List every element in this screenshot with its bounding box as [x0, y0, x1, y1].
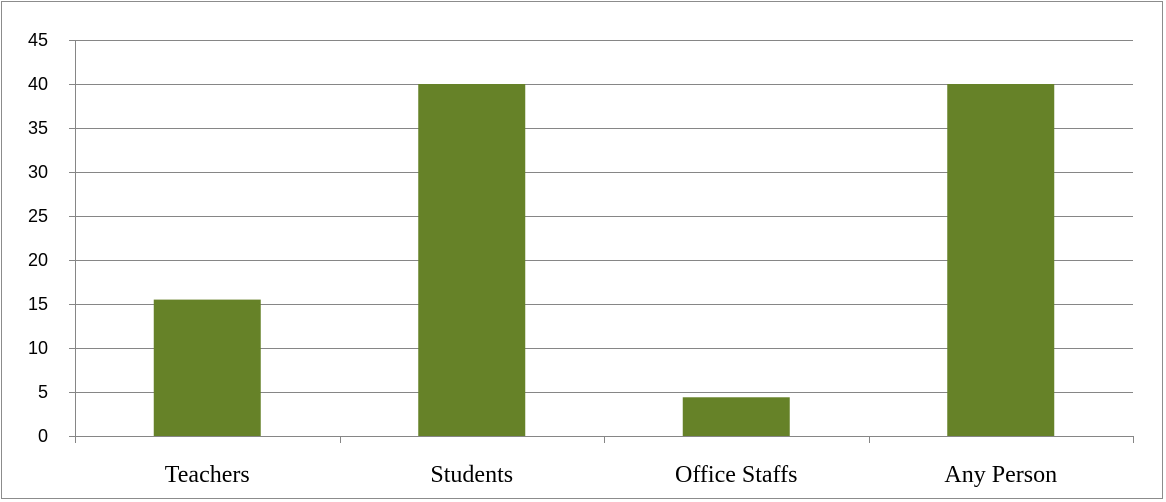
y-tick-label-25: 25: [28, 206, 48, 226]
x-axis-tick-labels: Teachers Students Office Staffs Any Person: [165, 462, 1057, 488]
axes: [69, 40, 1134, 443]
bar-office-staffs: [682, 397, 790, 436]
x-tick-label-any-person: Any Person: [944, 462, 1057, 488]
bar-teachers: [153, 299, 261, 436]
y-tick-label-30: 30: [28, 162, 48, 182]
y-tick-label-15: 15: [28, 294, 48, 314]
y-tick-label-5: 5: [38, 382, 48, 402]
bar-any-person: [947, 84, 1055, 436]
y-tick-label-35: 35: [28, 118, 48, 138]
x-tick-label-students: Students: [430, 462, 513, 488]
y-tick-label-0: 0: [38, 426, 48, 446]
y-tick-label-45: 45: [28, 30, 48, 50]
bar-students: [418, 84, 526, 436]
x-tick-label-teachers: Teachers: [165, 462, 250, 488]
y-axis-tick-labels: 0 5 10 15 20 25 30 35 40 45: [28, 30, 48, 446]
y-tick-label-20: 20: [28, 250, 48, 270]
bars: [153, 84, 1055, 436]
x-tick-label-office-staffs: Office Staffs: [675, 462, 797, 488]
y-tick-label-40: 40: [28, 74, 48, 94]
y-tick-label-10: 10: [28, 338, 48, 358]
